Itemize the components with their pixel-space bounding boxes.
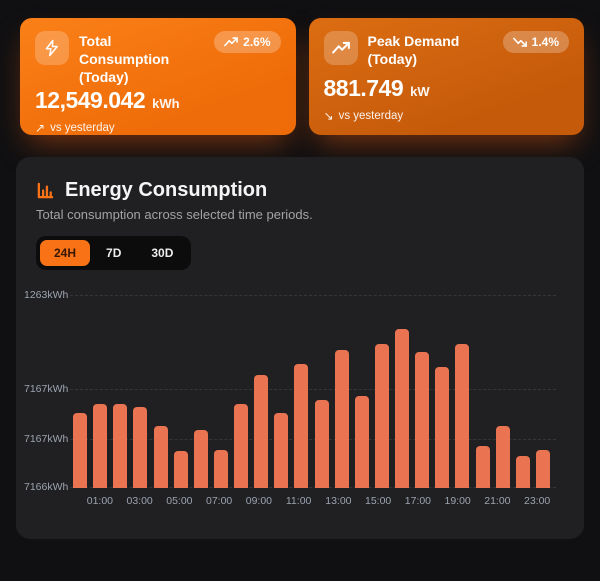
bar-09:00[interactable] <box>254 375 269 488</box>
x-axis-tick: 05:00 <box>166 495 193 507</box>
x-axis-tick: 07:00 <box>205 495 233 507</box>
bar-14:00[interactable] <box>354 396 369 488</box>
kpi-footnote: ↘ vs yesterday <box>323 109 404 123</box>
bar-01:00[interactable] <box>93 404 108 488</box>
bar-21:00[interactable] <box>495 426 510 488</box>
bar-20:00[interactable] <box>475 446 490 488</box>
kpi-value: 12,549.042 <box>35 86 146 113</box>
bar-16:00[interactable] <box>395 329 409 488</box>
trend-badge-value: 1.4% <box>531 35 559 49</box>
panel-subtitle: Total consumption across selected time p… <box>36 207 313 222</box>
tab-30d[interactable]: 30D <box>137 240 187 266</box>
down-right-arrow-icon: ↘ <box>323 109 334 123</box>
gridline <box>70 389 556 390</box>
bar-02:00[interactable] <box>113 404 128 488</box>
y-axis-tick: 1263kWh <box>24 289 69 301</box>
x-axis-tick: 15:00 <box>364 495 392 507</box>
kpi-unit: kW <box>410 84 430 99</box>
bar-10:00[interactable] <box>274 413 289 488</box>
x-axis-tick: 11:00 <box>285 495 312 507</box>
panel-title: Energy Consumption <box>65 179 268 201</box>
trending-down-icon <box>512 37 527 47</box>
bar-17:00[interactable] <box>415 352 430 488</box>
bar-15:00[interactable] <box>374 344 389 488</box>
kpi-card-peak-demand: Peak Demand (Today) 1.4% 881.749 kW ↘ vs… <box>308 18 584 135</box>
kpi-value: 881.749 <box>323 75 404 101</box>
bar-19:00[interactable] <box>455 344 470 488</box>
up-right-arrow-icon: ↗ <box>35 120 46 135</box>
x-axis-tick: 23:00 <box>523 495 551 507</box>
zap-icon <box>35 31 69 65</box>
bar-11:00[interactable] <box>294 364 309 488</box>
gridline <box>70 487 556 488</box>
bar-00:00[interactable] <box>73 413 87 488</box>
x-axis-tick: 21:00 <box>484 495 511 507</box>
bar-08:00[interactable] <box>234 404 248 488</box>
kpi-unit: kWh <box>152 95 180 111</box>
x-axis-tick: 17:00 <box>404 495 432 507</box>
trending-up-icon <box>323 31 358 65</box>
bar-13:00[interactable] <box>334 350 349 488</box>
bar-05:00[interactable] <box>173 451 188 488</box>
energy-consumption-panel: Energy Consumption Total consumption acr… <box>16 157 584 539</box>
x-axis-tick: 09:00 <box>245 495 273 507</box>
bar-06:00[interactable] <box>193 430 208 488</box>
bar-chart-icon <box>37 182 54 199</box>
gridline <box>70 439 556 440</box>
bar-18:00[interactable] <box>435 367 450 488</box>
y-axis-tick: 7167kWh <box>24 433 69 445</box>
y-axis-tick: 7167kWh <box>24 383 69 395</box>
x-axis-tick: 03:00 <box>126 495 153 507</box>
time-range-tabs: 24H 7D 30D <box>36 236 192 270</box>
x-axis-tick: 19:00 <box>444 495 471 507</box>
bar-04:00[interactable] <box>153 426 168 488</box>
trend-badge: 1.4% <box>502 31 569 53</box>
x-axis: 01:00 03:00 05:00 07:00 09:00 11:00 13:00 15:00… <box>80 495 557 510</box>
x-axis-tick: 01:00 <box>86 495 114 507</box>
kpi-row: Total Consumption (Today) 2.6% 12,549.04… <box>20 18 584 135</box>
bar-22:00[interactable] <box>515 456 530 488</box>
kpi-card-total-consumption: Total Consumption (Today) 2.6% 12,549.04… <box>20 18 296 135</box>
bar-03:00[interactable] <box>133 407 148 488</box>
bar-12:00[interactable] <box>314 400 329 488</box>
trend-badge-value: 2.6% <box>243 35 271 49</box>
tab-7d[interactable]: 7D <box>92 240 135 266</box>
bar-chart: 1263kWh 7167kWh 7167kWh 7166kWh 01:00 03:00 05… <box>24 289 564 510</box>
kpi-title: Peak Demand (Today) <box>367 33 460 68</box>
kpi-title: Total Consumption (Today) <box>79 33 170 86</box>
trend-badge: 2.6% <box>214 31 281 53</box>
tab-24h[interactable]: 24H <box>40 240 91 266</box>
x-axis-tick: 13:00 <box>325 495 352 507</box>
trending-up-icon <box>224 37 239 47</box>
gridline <box>70 295 556 296</box>
y-axis-tick: 7166kWh <box>24 481 69 493</box>
kpi-footnote: ↗ vs yesterday <box>35 120 115 135</box>
bar-23:00[interactable] <box>535 450 550 488</box>
bar-07:00[interactable] <box>213 450 228 488</box>
bars-group <box>73 296 550 488</box>
